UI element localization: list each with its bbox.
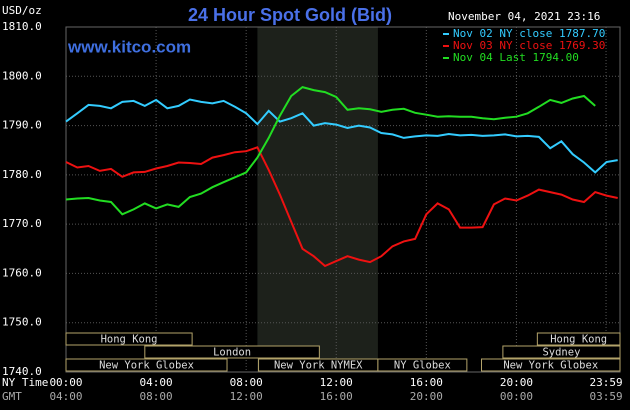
- gmt-tick-label: 03:59: [589, 390, 622, 403]
- gmt-tick-label: 16:00: [320, 390, 353, 403]
- session-box: [502, 345, 621, 359]
- session-box: [377, 358, 468, 372]
- x-tick-label: 00:00: [49, 376, 82, 389]
- x-tick-label: 04:00: [140, 376, 173, 389]
- session-box: [65, 358, 228, 372]
- unit-label: USD/oz: [2, 4, 42, 17]
- y-tick-label: 1780.0: [2, 168, 42, 181]
- website: www.kitco.com: [67, 37, 191, 56]
- y-tick-label: 1740.0: [2, 365, 42, 378]
- gmt-tick-label: 12:00: [230, 390, 263, 403]
- legend-label: Nov 02 NY close 1787.70: [453, 27, 605, 40]
- legend-label: Nov 03 NY close 1769.30: [453, 39, 605, 52]
- y-tick-label: 1750.0: [2, 316, 42, 329]
- x-tick-label: 08:00: [230, 376, 263, 389]
- session-label: Hong Kong: [550, 334, 607, 346]
- session-label: NY Globex: [394, 360, 451, 372]
- y-tick-label: 1760.0: [2, 266, 42, 279]
- x-row-label: GMT: [2, 390, 22, 403]
- y-tick-label: 1770.0: [2, 217, 42, 230]
- session-label: Hong Kong: [101, 334, 158, 346]
- session-label: Sydney: [542, 347, 580, 359]
- y-tick-label: 1790.0: [2, 119, 42, 132]
- session-box: [536, 332, 621, 346]
- session-box: [481, 358, 621, 372]
- x-tick-label: 16:00: [410, 376, 443, 389]
- x-tick-label: 12:00: [320, 376, 353, 389]
- y-tick-label: 1810.0: [2, 20, 42, 33]
- gmt-tick-label: 00:00: [500, 390, 533, 403]
- gmt-tick-label: 20:00: [410, 390, 443, 403]
- session-label: New York NYMEX: [274, 360, 363, 372]
- gmt-tick-label: 08:00: [140, 390, 173, 403]
- x-tick-label: 20:00: [500, 376, 533, 389]
- session-box: [65, 332, 193, 346]
- highlight-band: [257, 27, 378, 372]
- session-label: London: [213, 347, 251, 359]
- y-tick-label: 1800.0: [2, 69, 42, 82]
- chart-title: 24 Hour Spot Gold (Bid): [188, 5, 392, 25]
- session-label: New York Globex: [99, 360, 194, 372]
- legend-label: Nov 04 Last 1794.00: [453, 51, 579, 64]
- session-box: [144, 345, 320, 359]
- x-tick-label: 23:59: [589, 376, 622, 389]
- series-line: [65, 98, 618, 174]
- series-line: [65, 86, 596, 216]
- series-line: [65, 146, 618, 268]
- timestamp: November 04, 2021 23:16: [448, 10, 600, 23]
- x-row-label: NY Time: [2, 376, 48, 389]
- gmt-tick-label: 04:00: [49, 390, 82, 403]
- session-label: New York Globex: [503, 360, 598, 372]
